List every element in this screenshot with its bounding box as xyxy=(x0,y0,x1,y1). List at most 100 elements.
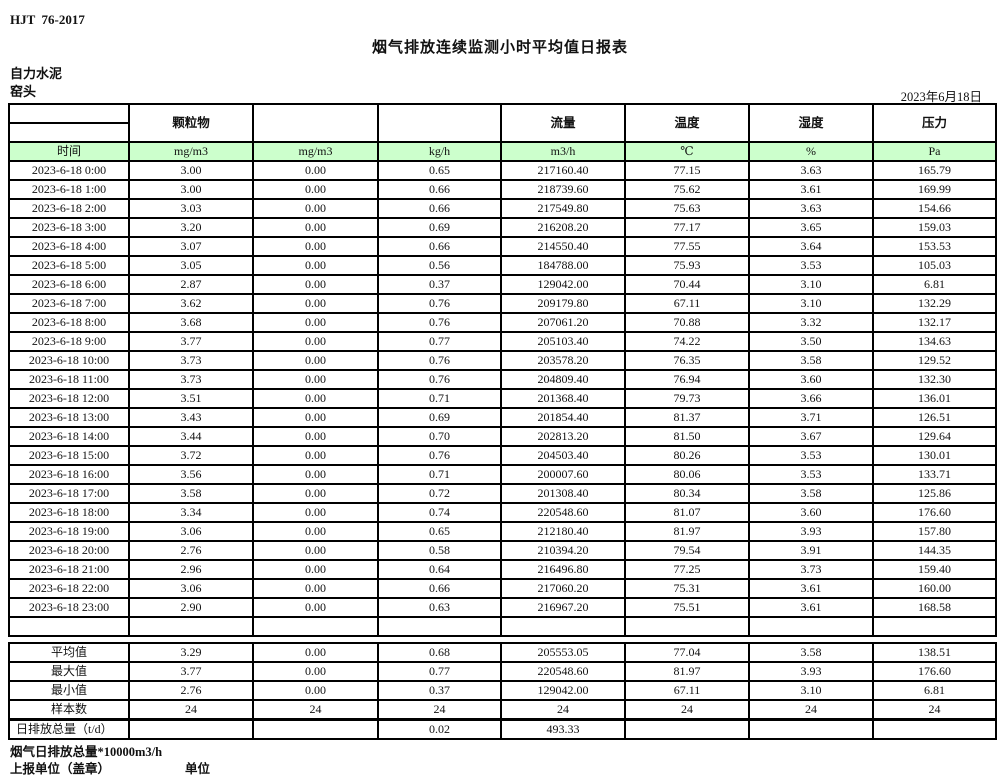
value-cell: 24 xyxy=(377,699,502,721)
value-cell: 3.73 xyxy=(748,559,874,580)
data-row: 2023-6-18 5:00 3.05 0.00 0.56 184788.00 75.93… xyxy=(8,255,997,276)
value-cell: 3.93 xyxy=(748,521,874,542)
value-cell: 81.07 xyxy=(624,502,750,523)
value-cell: 3.03 xyxy=(128,198,254,219)
value-cell: 0.00 xyxy=(252,578,379,599)
time-cell: 2023-6-18 16:00 xyxy=(8,464,130,485)
value-cell: 76.35 xyxy=(624,350,750,371)
data-row: 2023-6-18 19:00 3.06 0.00 0.65 212180.40 81.9… xyxy=(8,521,997,542)
value-cell: 0.77 xyxy=(377,661,502,682)
station-name: 窑头 xyxy=(10,84,37,99)
page-title: 烟气排放连续监测小时平均值日报表 xyxy=(371,40,628,56)
summary-label-cell: 最小值 xyxy=(8,680,130,701)
value-cell: 24 xyxy=(252,699,379,721)
value-cell xyxy=(624,718,750,740)
value-cell: 0.00 xyxy=(252,559,379,580)
value-cell: 217060.20 xyxy=(500,578,626,599)
value-cell: 75.31 xyxy=(624,578,750,599)
empty-cell xyxy=(252,616,379,637)
value-cell: 204503.40 xyxy=(500,445,626,466)
report-unit-label: 上报单位（盖章） xyxy=(10,762,111,776)
value-cell: 81.97 xyxy=(624,661,750,682)
value-cell: 0.76 xyxy=(377,350,502,371)
value-cell: 0.77 xyxy=(377,331,502,352)
standard-code: HJT 76-2017 xyxy=(10,12,85,27)
value-cell: 3.51 xyxy=(128,388,254,409)
value-cell: 75.63 xyxy=(624,198,750,219)
value-cell: 3.73 xyxy=(128,350,254,371)
empty-cell xyxy=(500,616,626,637)
value-cell: 0.74 xyxy=(377,502,502,523)
value-cell: 136.01 xyxy=(872,388,997,409)
value-cell: 0.00 xyxy=(252,661,379,682)
summary-label-cell: 平均值 xyxy=(8,642,130,663)
value-cell: 202813.20 xyxy=(500,426,626,447)
header-humidity: 湿度 xyxy=(748,103,874,143)
value-cell: 0.76 xyxy=(377,293,502,314)
summary-row: 最小值 2.76 0.00 0.37 129042.00 67.11 3.10 6.81 xyxy=(8,680,997,701)
flow-total-note: 烟气日排放总量*10000m3/h xyxy=(10,745,163,759)
data-row: 2023-6-18 3:00 3.20 0.00 0.69 216208.20 77.17… xyxy=(8,217,997,238)
value-cell: 3.53 xyxy=(748,255,874,276)
value-cell: 0.00 xyxy=(252,198,379,219)
value-cell: 81.50 xyxy=(624,426,750,447)
time-header-cell: 时间 xyxy=(8,141,130,162)
summary-table: 平均值 3.29 0.00 0.68 205553.05 77.04 3.58 138.51 最… xyxy=(8,642,997,740)
empty-cell xyxy=(377,616,502,637)
value-cell: 153.53 xyxy=(872,236,997,257)
value-cell: 0.76 xyxy=(377,445,502,466)
data-row: 2023-6-18 18:00 3.34 0.00 0.74 220548.60 81.0… xyxy=(8,502,997,523)
value-cell: 0.68 xyxy=(377,642,502,663)
value-cell: 24 xyxy=(128,699,254,721)
value-cell: 160.00 xyxy=(872,578,997,599)
value-cell: 217160.40 xyxy=(500,160,626,181)
value-cell: 70.88 xyxy=(624,312,750,333)
data-row: 2023-6-18 8:00 3.68 0.00 0.76 207061.20 70.88… xyxy=(8,312,997,333)
time-cell: 2023-6-18 18:00 xyxy=(8,502,130,523)
value-cell: 3.00 xyxy=(128,179,254,200)
value-cell: 209179.80 xyxy=(500,293,626,314)
data-row: 2023-6-18 17:00 3.58 0.00 0.72 201308.40 80.3… xyxy=(8,483,997,504)
value-cell: 0.69 xyxy=(377,217,502,238)
value-cell: 3.72 xyxy=(128,445,254,466)
data-row: 2023-6-18 22:00 3.06 0.00 0.66 217060.20 75.3… xyxy=(8,578,997,599)
empty-cell xyxy=(128,616,254,637)
value-cell: 0.00 xyxy=(252,369,379,390)
value-cell: 138.51 xyxy=(872,642,997,663)
value-cell: 0.76 xyxy=(377,369,502,390)
summary-row: 样本数 24 24 24 24 24 24 24 xyxy=(8,699,997,721)
value-cell: 3.58 xyxy=(748,350,874,371)
time-cell: 2023-6-18 17:00 xyxy=(8,483,130,504)
value-cell: 3.50 xyxy=(748,331,874,352)
header-blank-col3 xyxy=(252,103,379,143)
value-cell: 217549.80 xyxy=(500,198,626,219)
time-cell: 2023-6-18 21:00 xyxy=(8,559,130,580)
time-cell: 2023-6-18 15:00 xyxy=(8,445,130,466)
value-cell: 205553.05 xyxy=(500,642,626,663)
value-cell: 0.00 xyxy=(252,407,379,428)
value-cell: 77.25 xyxy=(624,559,750,580)
value-cell: 0.00 xyxy=(252,388,379,409)
unit-cell: ℃ xyxy=(624,141,750,162)
value-cell: 3.62 xyxy=(128,293,254,314)
value-cell: 3.68 xyxy=(128,312,254,333)
value-cell: 3.67 xyxy=(748,426,874,447)
value-cell: 132.29 xyxy=(872,293,997,314)
time-cell: 2023-6-18 3:00 xyxy=(8,217,130,238)
value-cell: 0.66 xyxy=(377,179,502,200)
summary-rows-body: 平均值 3.29 0.00 0.68 205553.05 77.04 3.58 138.51 最… xyxy=(8,642,997,740)
value-cell: 3.58 xyxy=(748,642,874,663)
value-cell: 2.76 xyxy=(128,540,254,561)
header-blank-top xyxy=(8,103,130,124)
data-row: 2023-6-18 23:00 2.90 0.00 0.63 216967.20 75.5… xyxy=(8,597,997,618)
value-cell xyxy=(748,718,874,740)
value-cell: 169.99 xyxy=(872,179,997,200)
value-cell: 24 xyxy=(872,699,997,721)
value-cell: 134.63 xyxy=(872,331,997,352)
unit-cell: % xyxy=(748,141,874,162)
value-cell: 201854.40 xyxy=(500,407,626,428)
value-cell: 132.30 xyxy=(872,369,997,390)
value-cell: 3.06 xyxy=(128,578,254,599)
value-cell: 105.03 xyxy=(872,255,997,276)
